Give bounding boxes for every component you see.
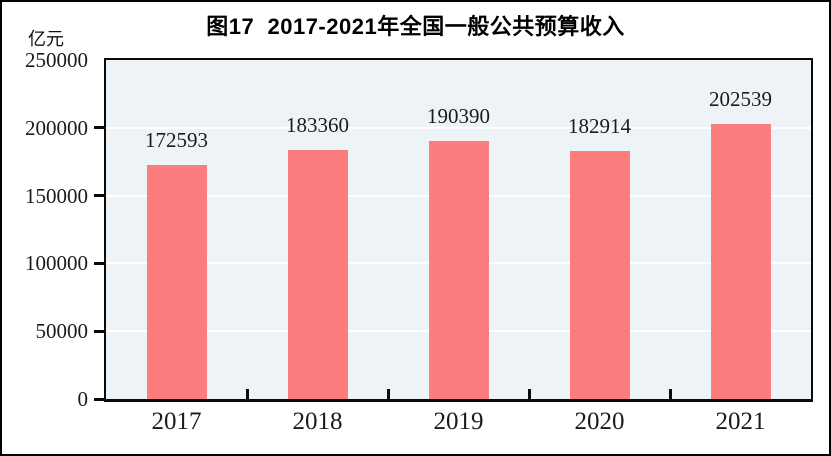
x-axis-tick-4 <box>668 389 672 399</box>
y-axis-label-200000: 200000 <box>25 115 88 140</box>
bar-value-label-2018: 183360 <box>286 113 349 138</box>
plot-area: 172593 183360 190390 182914 202539 <box>104 58 813 402</box>
x-axis-label-2021: 2021 <box>715 408 766 435</box>
x-axis-label-2019: 2019 <box>433 408 484 435</box>
gridline-200000 <box>106 126 811 129</box>
y-axis-tick-150000 <box>94 194 104 198</box>
y-axis-tick-100000 <box>94 261 104 265</box>
y-axis-label-250000: 250000 <box>25 48 88 72</box>
y-axis-tick-0 <box>94 397 104 401</box>
y-axis-label-0: 0 <box>77 387 89 411</box>
x-axis-label-2020: 2020 <box>574 408 625 435</box>
bar-value-label-2017: 172593 <box>145 127 208 152</box>
y-axis-label-100000: 100000 <box>25 251 88 276</box>
bar-2017 <box>146 164 207 399</box>
bar-2020 <box>569 150 630 399</box>
plot-inner: 172593 183360 190390 182914 202539 <box>106 60 811 399</box>
y-axis-tick-200000 <box>94 126 104 130</box>
x-axis-tick-3 <box>527 389 531 399</box>
bar-value-label-2021: 202539 <box>709 87 772 112</box>
y-axis-label-150000: 150000 <box>25 183 88 208</box>
bar-2018 <box>287 150 348 399</box>
y-axis-label-50000: 50000 <box>35 319 89 344</box>
bar-value-label-2020: 182914 <box>568 113 631 138</box>
chart-title: 图17 2017-2021年全国一般公共预算收入 <box>206 14 625 39</box>
bar-value-label-2019: 190390 <box>427 103 490 128</box>
y-axis-unit-label: 亿元 <box>28 29 64 49</box>
y-axis-tick-50000 <box>94 329 104 333</box>
x-axis-tick-2 <box>386 389 390 399</box>
bar-2021 <box>710 124 771 399</box>
x-axis-label-2017: 2017 <box>151 408 202 435</box>
bar-2019 <box>428 140 489 399</box>
x-axis-tick-1 <box>245 389 249 399</box>
x-axis-label-2018: 2018 <box>292 408 343 435</box>
